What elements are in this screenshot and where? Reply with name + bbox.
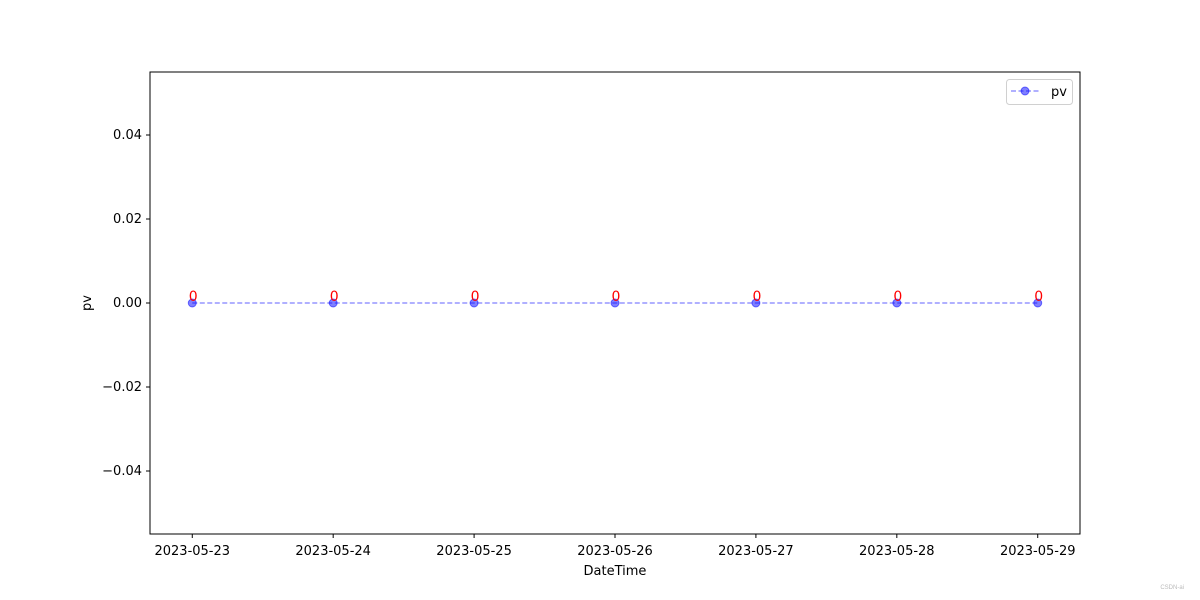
legend-label: pv [1051, 85, 1067, 100]
data-point [751, 298, 761, 308]
data-point [328, 298, 338, 308]
data-label: 0 [752, 289, 761, 305]
legend-box [1006, 79, 1073, 105]
data-label: 0 [471, 289, 480, 305]
data-label: 0 [330, 289, 339, 305]
data-point [187, 298, 197, 308]
y-axis-label: pv [80, 295, 95, 311]
x-tick-label: 2023-05-27 [718, 544, 794, 559]
x-tick-label: 2023-05-23 [154, 544, 230, 559]
data-point [1033, 298, 1043, 308]
x-tick-label: 2023-05-26 [577, 544, 653, 559]
x-tick-label: 2023-05-24 [295, 544, 371, 559]
y-tick-label: 0.00 [113, 296, 142, 311]
y-tick-label: −0.02 [102, 380, 142, 395]
data-point [469, 298, 479, 308]
legend-marker [1020, 86, 1030, 96]
data-point [892, 298, 902, 308]
x-tick-label: 2023-05-29 [1000, 544, 1076, 559]
x-tick-label: 2023-05-28 [859, 544, 935, 559]
data-label: 0 [893, 289, 902, 305]
x-tick-label: 2023-05-25 [436, 544, 512, 559]
data-label: 0 [1034, 289, 1043, 305]
data-label: 0 [612, 289, 621, 305]
x-axis-label: DateTime [584, 564, 647, 579]
y-tick-label: 0.02 [113, 212, 142, 227]
data-point [610, 298, 620, 308]
data-label: 0 [189, 289, 198, 305]
watermark: CSDN-ai [1160, 585, 1184, 591]
y-tick-label: 0.04 [113, 128, 142, 143]
y-tick-label: −0.04 [102, 464, 142, 479]
